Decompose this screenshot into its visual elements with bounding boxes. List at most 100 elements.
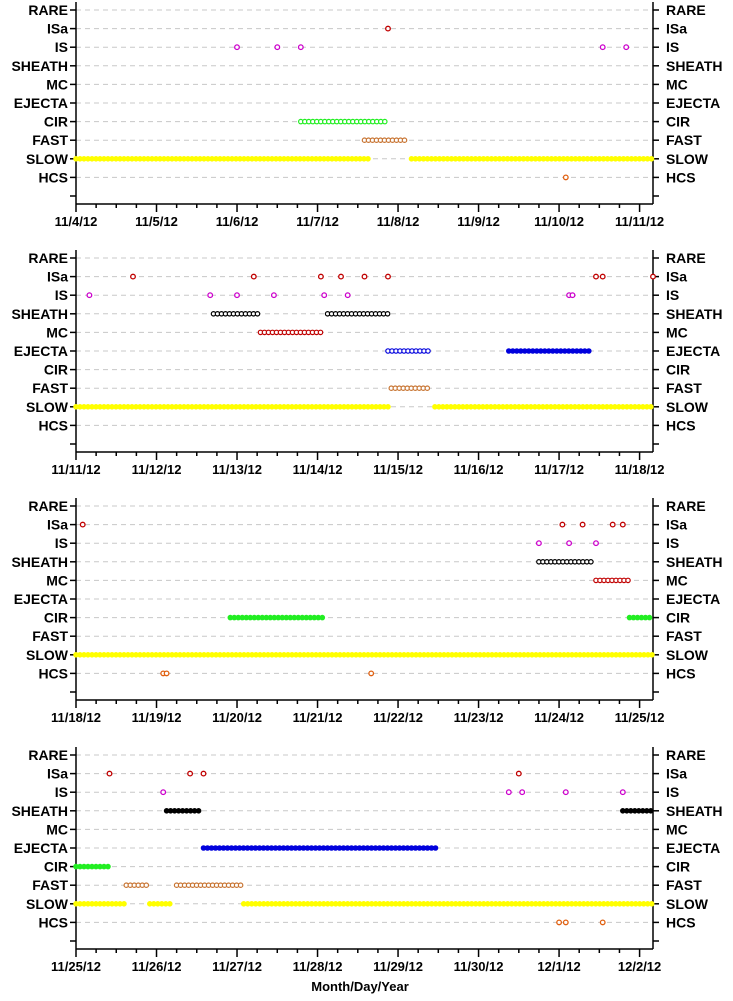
segment-mc <box>257 329 324 336</box>
point-is <box>86 292 93 299</box>
y-label-right-mc: MC <box>666 821 688 837</box>
marker-cir <box>105 863 111 870</box>
y-label-left-slow: SLOW <box>26 399 69 415</box>
marker-cir <box>319 614 326 621</box>
point-isa <box>361 273 368 280</box>
y-label-left-slow: SLOW <box>26 896 69 912</box>
y-label-right-mc: MC <box>666 572 688 588</box>
y-label-left-ejecta: EJECTA <box>14 840 68 856</box>
marker-ejecta <box>432 845 439 851</box>
y-label-left-slow: SLOW <box>26 151 69 167</box>
segment-slow <box>147 900 173 907</box>
x-tick-label: 11/6/12 <box>216 214 259 229</box>
y-label-left-sheath: SHEATH <box>11 306 68 322</box>
marker-slow <box>649 651 655 658</box>
segment-fast <box>173 882 244 889</box>
segment-sheath <box>536 558 594 565</box>
point-isa <box>250 273 257 280</box>
segment-fast <box>123 882 150 889</box>
panel-3: RARE RARE ISa ISa IS IS SHEATH SHEATH MC MC EJECTA… <box>11 498 723 725</box>
x-tick-label: 11/7/12 <box>296 214 339 229</box>
panel-4: RARE RARE ISa ISa IS IS SHEATH SHEATH MC MC EJECTA… <box>11 747 723 974</box>
y-label-left-rare: RARE <box>28 747 68 763</box>
y-label-right-sheath: SHEATH <box>666 803 723 819</box>
x-tick-label: 11/21/12 <box>293 710 343 725</box>
x-tick-label: 12/1/12 <box>537 959 580 974</box>
x-tick-label: 11/26/12 <box>132 959 182 974</box>
y-label-right-hcs: HCS <box>666 914 696 930</box>
y-label-left-sheath: SHEATH <box>11 803 68 819</box>
marker-ejecta <box>585 348 592 354</box>
point-isa <box>385 25 391 32</box>
y-label-right-hcs: HCS <box>666 665 696 681</box>
point-hcs <box>599 919 606 926</box>
y-label-left-is: IS <box>55 39 68 55</box>
segment-slow <box>73 156 371 162</box>
x-tick-label: 11/14/12 <box>293 462 343 477</box>
y-label-left-isa: ISa <box>47 517 68 533</box>
point-isa <box>200 770 207 777</box>
point-isa <box>559 521 566 528</box>
y-label-left-isa: ISa <box>47 766 68 782</box>
marker-slow <box>365 156 371 162</box>
segment-slow <box>240 900 655 907</box>
point-is <box>505 789 512 796</box>
point-is <box>234 44 240 51</box>
y-label-left-cir: CIR <box>44 859 68 875</box>
point-hcs <box>368 670 375 677</box>
x-tick-label: 11/18/12 <box>615 462 665 477</box>
panel-2: RARE RARE ISa ISa IS IS SHEATH SHEATH MC MC EJECTA… <box>11 250 723 477</box>
x-tick-label: 11/27/12 <box>212 959 262 974</box>
x-tick-label: 11/19/12 <box>132 710 182 725</box>
marker-slow <box>121 900 127 907</box>
marker-mc <box>625 577 631 584</box>
x-tick-label: 11/9/12 <box>457 214 500 229</box>
y-label-right-is: IS <box>666 39 679 55</box>
marker-mc <box>317 329 324 336</box>
y-label-left-fast: FAST <box>32 877 68 893</box>
marker-slow <box>648 403 654 410</box>
y-label-left-is: IS <box>55 287 68 303</box>
y-label-left-hcs: HCS <box>38 169 68 185</box>
point-isa <box>599 273 606 280</box>
y-label-right-hcs: HCS <box>666 417 696 433</box>
x-tick-label: 11/23/12 <box>454 710 504 725</box>
point-isa <box>650 273 656 280</box>
marker-slow <box>167 900 173 907</box>
y-label-right-cir: CIR <box>666 859 690 875</box>
y-label-right-rare: RARE <box>666 747 706 763</box>
point-is <box>566 540 573 547</box>
y-label-left-slow: SLOW <box>26 647 69 663</box>
marker-sheath <box>384 310 391 317</box>
segment-slow <box>408 156 655 162</box>
y-label-right-is: IS <box>666 287 679 303</box>
segment-sheath <box>619 807 654 814</box>
y-label-right-hcs: HCS <box>666 169 696 185</box>
marker-sheath <box>647 807 654 814</box>
y-label-left-rare: RARE <box>28 2 68 18</box>
y-label-right-isa: ISa <box>666 269 687 285</box>
y-label-left-isa: ISa <box>47 269 68 285</box>
marker-ejecta <box>425 348 431 354</box>
marker-sheath <box>588 558 594 565</box>
segment-cir <box>297 118 388 125</box>
x-tick-label: 11/18/12 <box>51 710 101 725</box>
point-is <box>599 44 606 51</box>
y-label-right-ejecta: EJECTA <box>666 591 720 607</box>
point-isa <box>579 521 586 528</box>
y-label-left-mc: MC <box>46 324 68 340</box>
segment-fast <box>361 137 408 144</box>
point-is <box>297 44 304 51</box>
x-tick-label: 11/4/12 <box>55 214 98 229</box>
x-tick-label: 11/16/12 <box>454 462 504 477</box>
y-label-left-cir: CIR <box>44 362 68 378</box>
point-is <box>160 789 167 796</box>
point-is <box>207 292 214 299</box>
point-is <box>234 292 240 299</box>
y-label-right-fast: FAST <box>666 132 702 148</box>
y-label-left-is: IS <box>55 535 68 551</box>
y-label-left-fast: FAST <box>32 628 68 644</box>
point-isa <box>130 273 136 280</box>
point-isa <box>317 273 324 280</box>
y-label-right-ejecta: EJECTA <box>666 840 720 856</box>
